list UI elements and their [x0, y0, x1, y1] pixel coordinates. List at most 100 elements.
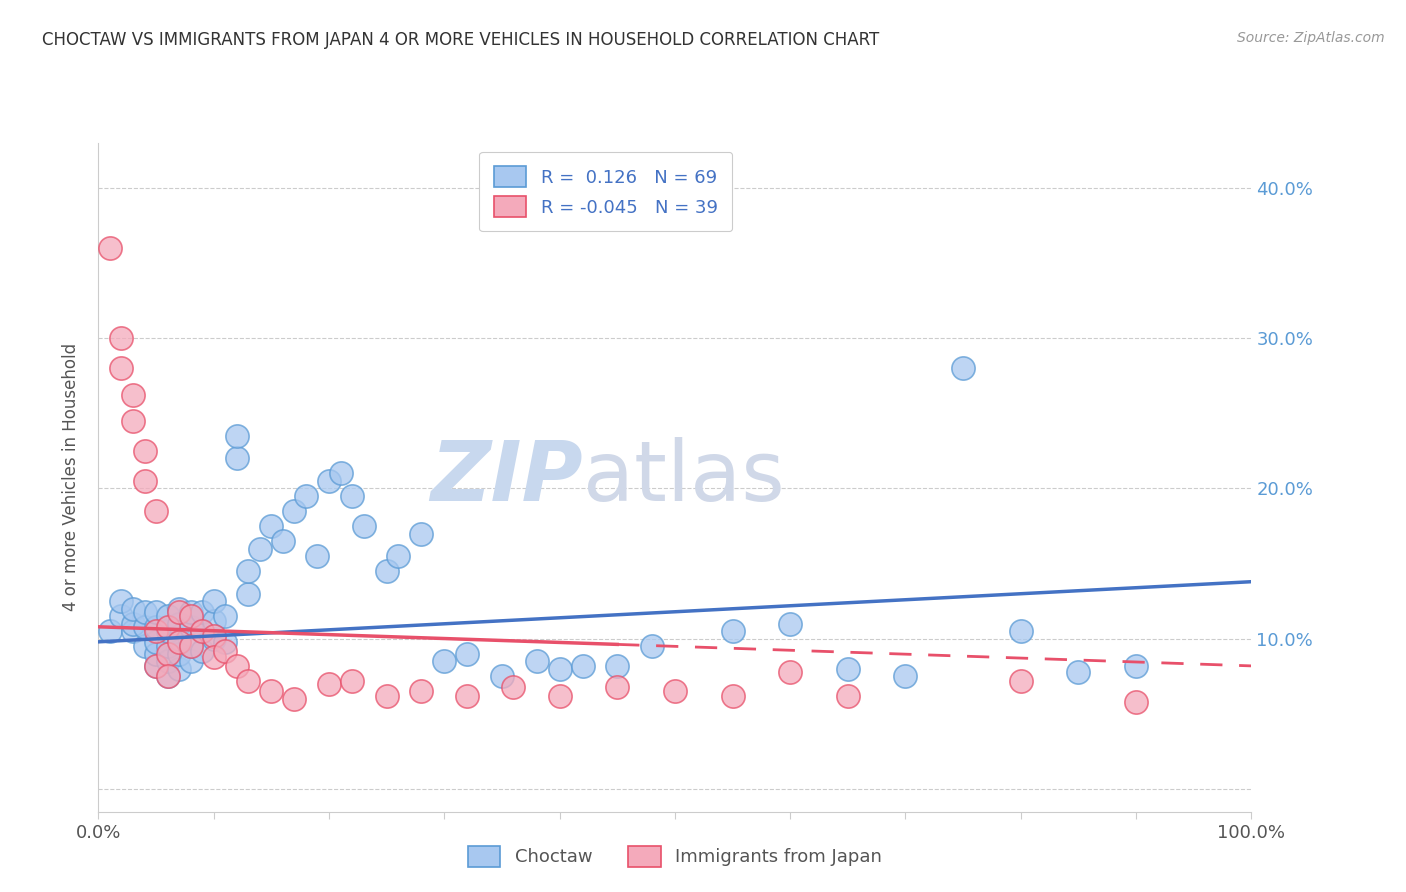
Point [952, 361, 974, 376]
Point [202, 614, 225, 628]
Point [225, 659, 247, 673]
Point [156, 654, 179, 668]
Point [456, 647, 478, 661]
Point [191, 644, 214, 658]
Point [307, 549, 329, 563]
Point [167, 601, 190, 615]
Point [167, 632, 190, 646]
Point [110, 609, 132, 624]
Point [180, 605, 202, 619]
Point [145, 659, 167, 673]
Legend: R =  0.126   N = 69, R = -0.045   N = 39: R = 0.126 N = 69, R = -0.045 N = 39 [479, 152, 733, 231]
Point [122, 616, 145, 631]
Point [167, 647, 190, 661]
Point [156, 624, 179, 639]
Point [145, 624, 167, 639]
Point [1010, 624, 1032, 639]
Point [110, 594, 132, 608]
Point [375, 689, 398, 703]
Point [779, 616, 801, 631]
Point [156, 647, 179, 661]
Point [167, 605, 190, 619]
Point [156, 640, 179, 654]
Point [145, 620, 167, 634]
Point [260, 519, 283, 533]
Y-axis label: 4 or more Vehicles in Household: 4 or more Vehicles in Household [62, 343, 80, 611]
Point [214, 644, 236, 658]
Point [571, 659, 593, 673]
Point [134, 605, 156, 619]
Point [779, 665, 801, 679]
Point [156, 609, 179, 624]
Point [145, 635, 167, 649]
Point [145, 605, 167, 619]
Point [238, 564, 260, 578]
Legend: Choctaw, Immigrants from Japan: Choctaw, Immigrants from Japan [460, 838, 890, 874]
Point [387, 549, 409, 563]
Point [1125, 659, 1147, 673]
Point [1010, 673, 1032, 688]
Point [283, 504, 305, 518]
Point [411, 526, 433, 541]
Point [295, 489, 318, 503]
Point [110, 331, 132, 345]
Point [283, 692, 305, 706]
Point [134, 640, 156, 654]
Point [238, 587, 260, 601]
Point [271, 534, 294, 549]
Point [214, 635, 236, 649]
Point [180, 640, 202, 654]
Text: CHOCTAW VS IMMIGRANTS FROM JAPAN 4 OR MORE VEHICLES IN HOUSEHOLD CORRELATION CHA: CHOCTAW VS IMMIGRANTS FROM JAPAN 4 OR MO… [42, 31, 879, 49]
Text: Source: ZipAtlas.com: Source: ZipAtlas.com [1237, 31, 1385, 45]
Point [340, 489, 363, 503]
Point [353, 519, 375, 533]
Point [491, 669, 513, 683]
Point [411, 684, 433, 698]
Point [180, 640, 202, 654]
Point [664, 684, 686, 698]
Point [329, 467, 352, 481]
Point [145, 659, 167, 673]
Point [375, 564, 398, 578]
Point [167, 662, 190, 676]
Point [122, 388, 145, 402]
Point [122, 601, 145, 615]
Point [721, 624, 744, 639]
Point [134, 620, 156, 634]
Point [318, 677, 340, 691]
Point [548, 662, 571, 676]
Point [134, 474, 156, 488]
Point [122, 414, 145, 428]
Point [191, 624, 214, 639]
Point [191, 605, 214, 619]
Point [214, 609, 236, 624]
Point [1067, 665, 1090, 679]
Point [110, 361, 132, 376]
Point [145, 504, 167, 518]
Point [156, 620, 179, 634]
Point [721, 689, 744, 703]
Point [225, 429, 247, 443]
Point [122, 624, 145, 639]
Point [145, 647, 167, 661]
Point [180, 620, 202, 634]
Point [606, 680, 628, 694]
Point [98, 241, 121, 255]
Point [606, 659, 628, 673]
Point [641, 640, 664, 654]
Point [167, 635, 190, 649]
Point [502, 680, 524, 694]
Point [134, 444, 156, 458]
Text: atlas: atlas [582, 437, 785, 517]
Point [837, 662, 859, 676]
Point [202, 594, 225, 608]
Point [238, 673, 260, 688]
Point [98, 624, 121, 639]
Point [202, 629, 225, 643]
Point [167, 616, 190, 631]
Point [180, 609, 202, 624]
Point [225, 451, 247, 466]
Point [156, 669, 179, 683]
Point [837, 689, 859, 703]
Point [202, 649, 225, 664]
